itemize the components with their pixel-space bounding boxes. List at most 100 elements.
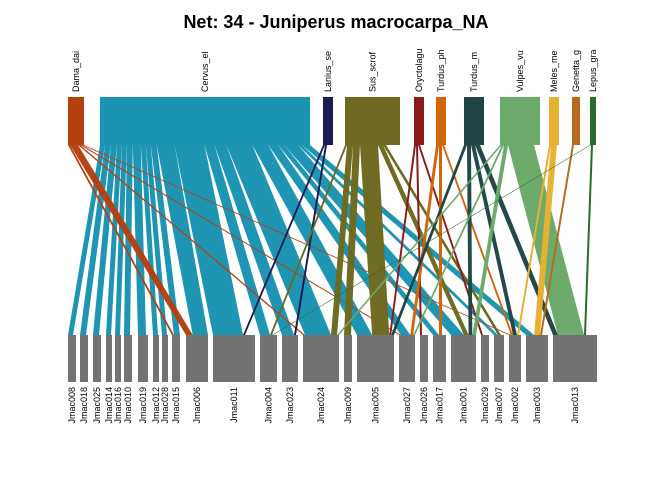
link-3 [106,145,122,335]
bottom-node-10 [186,335,208,382]
link-30 [360,145,390,335]
link-41 [467,145,473,335]
link-42 [471,145,517,335]
link-40 [391,145,467,335]
top-node-5 [436,97,446,145]
top-node-label-2: Lanius_se [323,51,333,92]
link-49 [517,145,551,335]
bottom-nodes-layer: Jmac008 Jmac018 Jmac025 Jmac014 Jmac016 Jmac0… [67,335,597,424]
bottom-node-15 [344,335,352,382]
bottom-node-9 [172,335,180,382]
bottom-node-22 [494,335,504,382]
bottom-node-label-7: Jmac012 [151,387,161,424]
link-29 [344,145,360,335]
link-15 [252,145,373,335]
bottom-node-label-4: Jmac016 [113,387,123,424]
bottom-node-11 [213,335,255,382]
top-node-label-3: Sus_scrof [368,51,378,92]
bottom-node-13 [282,335,298,382]
top-node-label-8: Meles_me [549,50,559,92]
bottom-node-21 [481,335,489,382]
top-node-label-9: Genetta_g [571,50,581,92]
bottom-node-label-22: Jmac007 [494,387,504,424]
top-node-10 [590,97,596,145]
bottom-node-label-8: Jmac028 [160,387,170,424]
top-node-label-10: Lepus_gra [588,49,598,92]
bottom-node-label-23: Jmac002 [510,387,520,424]
bottom-node-label-14: Jmac024 [316,387,326,424]
link-27 [294,145,327,335]
bottom-node-label-3: Jmac014 [104,387,114,424]
bottom-node-label-13: Jmac023 [285,387,295,424]
link-22 [68,145,174,335]
bottom-node-label-11: Jmac011 [229,387,239,423]
bottom-node-label-2: Jmac025 [92,387,102,424]
link-2 [93,145,117,335]
bottom-node-label-12: Jmac004 [264,387,274,424]
page-title: Net: 34 - Juniperus macrocarpa_NA [183,12,489,32]
top-node-8 [549,97,559,145]
bottom-node-label-5: Jmac010 [123,387,133,424]
link-48 [534,145,557,335]
top-node-3 [345,97,400,145]
top-node-6 [464,97,484,145]
bottom-node-label-10: Jmac006 [192,387,202,424]
top-node-label-7: Vulpes_vu [515,50,525,92]
bottom-node-label-20: Jmac001 [459,387,469,424]
bottom-node-16 [357,335,394,382]
top-node-1 [100,97,310,145]
top-node-label-4: Oryctolagu [414,48,424,92]
top-node-label-5: Turdus_ph [436,49,446,92]
bottom-node-8 [162,335,168,382]
top-node-7 [500,97,540,145]
link-52 [272,145,591,335]
link-21 [70,145,193,335]
bottom-node-label-15: Jmac009 [343,387,353,424]
bottom-node-label-6: Jmac019 [138,387,148,424]
link-37 [410,145,439,335]
link-43 [475,145,558,335]
bottom-node-label-17: Jmac027 [402,387,412,424]
link-24 [80,145,401,335]
link-50 [540,145,574,335]
bottom-node-20 [451,335,476,382]
link-7 [140,145,158,335]
link-10 [156,145,208,335]
bottom-node-1 [80,335,88,382]
bottom-node-label-19: Jmac017 [435,387,445,424]
bottom-node-7 [153,335,159,382]
link-28 [331,145,353,335]
bottom-node-label-1: Jmac018 [79,387,89,424]
link-38 [439,145,442,335]
top-node-0 [68,97,84,145]
link-33 [270,145,347,335]
bottom-node-17 [399,335,415,382]
top-node-4 [414,97,424,145]
link-25 [82,145,511,335]
link-12 [204,145,270,335]
bottom-node-4 [115,335,121,382]
bottom-node-label-9: Jmac015 [171,387,181,424]
top-nodes-layer: Dama_dai Cervus_el Lanius_se Sus_scrof Oryct… [68,48,598,145]
link-34 [389,145,416,335]
link-11 [174,145,243,335]
bottom-node-24 [526,335,548,382]
bottom-node-0 [68,335,76,382]
bottom-node-23 [509,335,521,382]
bottom-node-label-24: Jmac003 [532,387,542,424]
top-node-label-6: Turdus_m [469,52,479,92]
links-layer [68,145,593,335]
bottom-node-2 [93,335,101,382]
link-47 [337,145,502,335]
bottom-node-label-21: Jmac029 [480,387,490,424]
link-51 [584,145,593,335]
link-26 [243,145,325,335]
bottom-node-label-25: Jmac013 [570,387,580,424]
link-14 [226,145,331,335]
bottom-node-18 [420,335,428,382]
top-node-label-0: Dama_dai [71,51,81,92]
bottom-node-6 [138,335,148,382]
bottom-node-19 [433,335,446,382]
bottom-node-14 [303,335,339,382]
